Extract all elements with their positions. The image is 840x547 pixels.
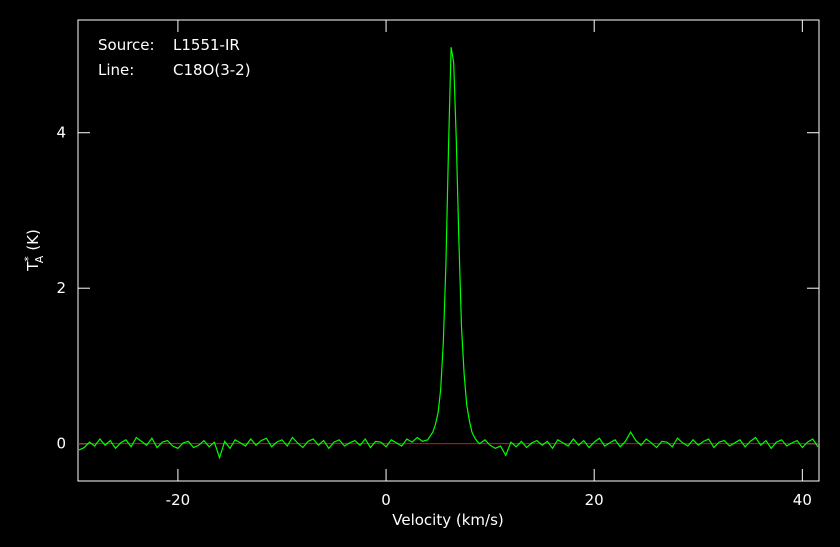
plot-frame (77, 19, 820, 482)
annotation-value: L1551-IR (173, 36, 240, 54)
spectrum-line (78, 47, 819, 460)
x-tick-label: 20 (585, 491, 604, 509)
annotation-label: Line: (98, 61, 134, 79)
x-tick-label: -20 (166, 491, 191, 509)
y-axis-label: T*A (K) (22, 229, 46, 272)
y-label-sup: * (22, 256, 35, 262)
annotation-value: C18O(3-2) (173, 61, 251, 79)
y-tick-label: 0 (56, 435, 66, 453)
x-tick-label: 40 (793, 491, 812, 509)
y-label-main: T (24, 261, 42, 272)
y-tick-label: 2 (56, 279, 66, 297)
y-label-sub: A (33, 255, 46, 263)
x-axis-label: Velocity (km/s) (392, 511, 503, 529)
x-tick-label: 0 (381, 491, 391, 509)
y-tick-label: 4 (56, 124, 66, 142)
annotation-label: Source: (98, 36, 155, 54)
y-label-unit: (K) (24, 229, 42, 251)
